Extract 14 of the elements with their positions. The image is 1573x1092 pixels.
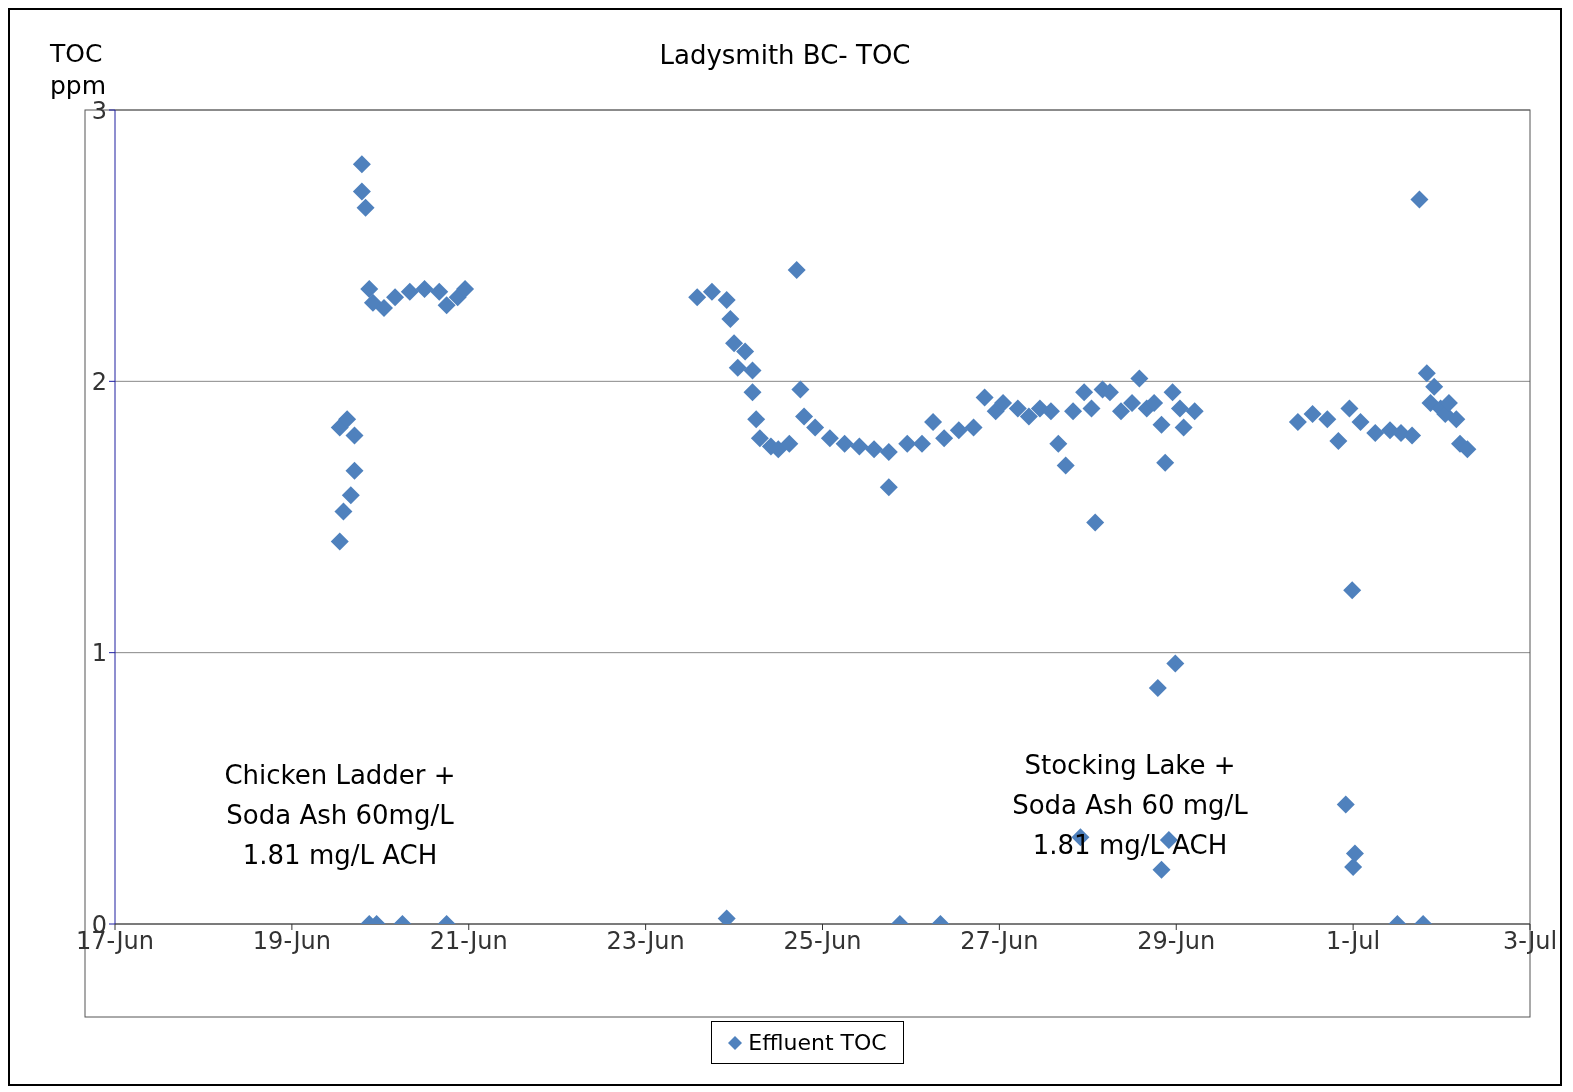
x-tick-label: 27-Jun <box>960 927 1039 956</box>
x-tick-label: 3-Jul <box>1502 927 1558 956</box>
x-tick-label: 23-Jun <box>606 927 685 956</box>
annotation: Stocking Lake + Soda Ash 60 mg/L 1.81 mg/L ACH <box>1011 749 1249 862</box>
x-tick-label: 1-Jul <box>1326 927 1381 956</box>
annotation: Chicken Ladder + Soda Ash 60mg/L 1.81 mg/L ACH <box>223 759 457 872</box>
x-tick-label: 21-Jun <box>429 927 508 956</box>
y-tick-label: 2 <box>91 367 107 396</box>
x-tick-label: 29-Jun <box>1137 927 1216 956</box>
legend-label: Effluent TOC <box>747 1030 887 1055</box>
x-tick-label: 25-Jun <box>783 927 862 956</box>
x-tick-label: 19-Jun <box>252 927 331 956</box>
chart-title: Ladysmith BC- TOC <box>659 40 911 70</box>
y-tick-label: 1 <box>91 639 107 668</box>
